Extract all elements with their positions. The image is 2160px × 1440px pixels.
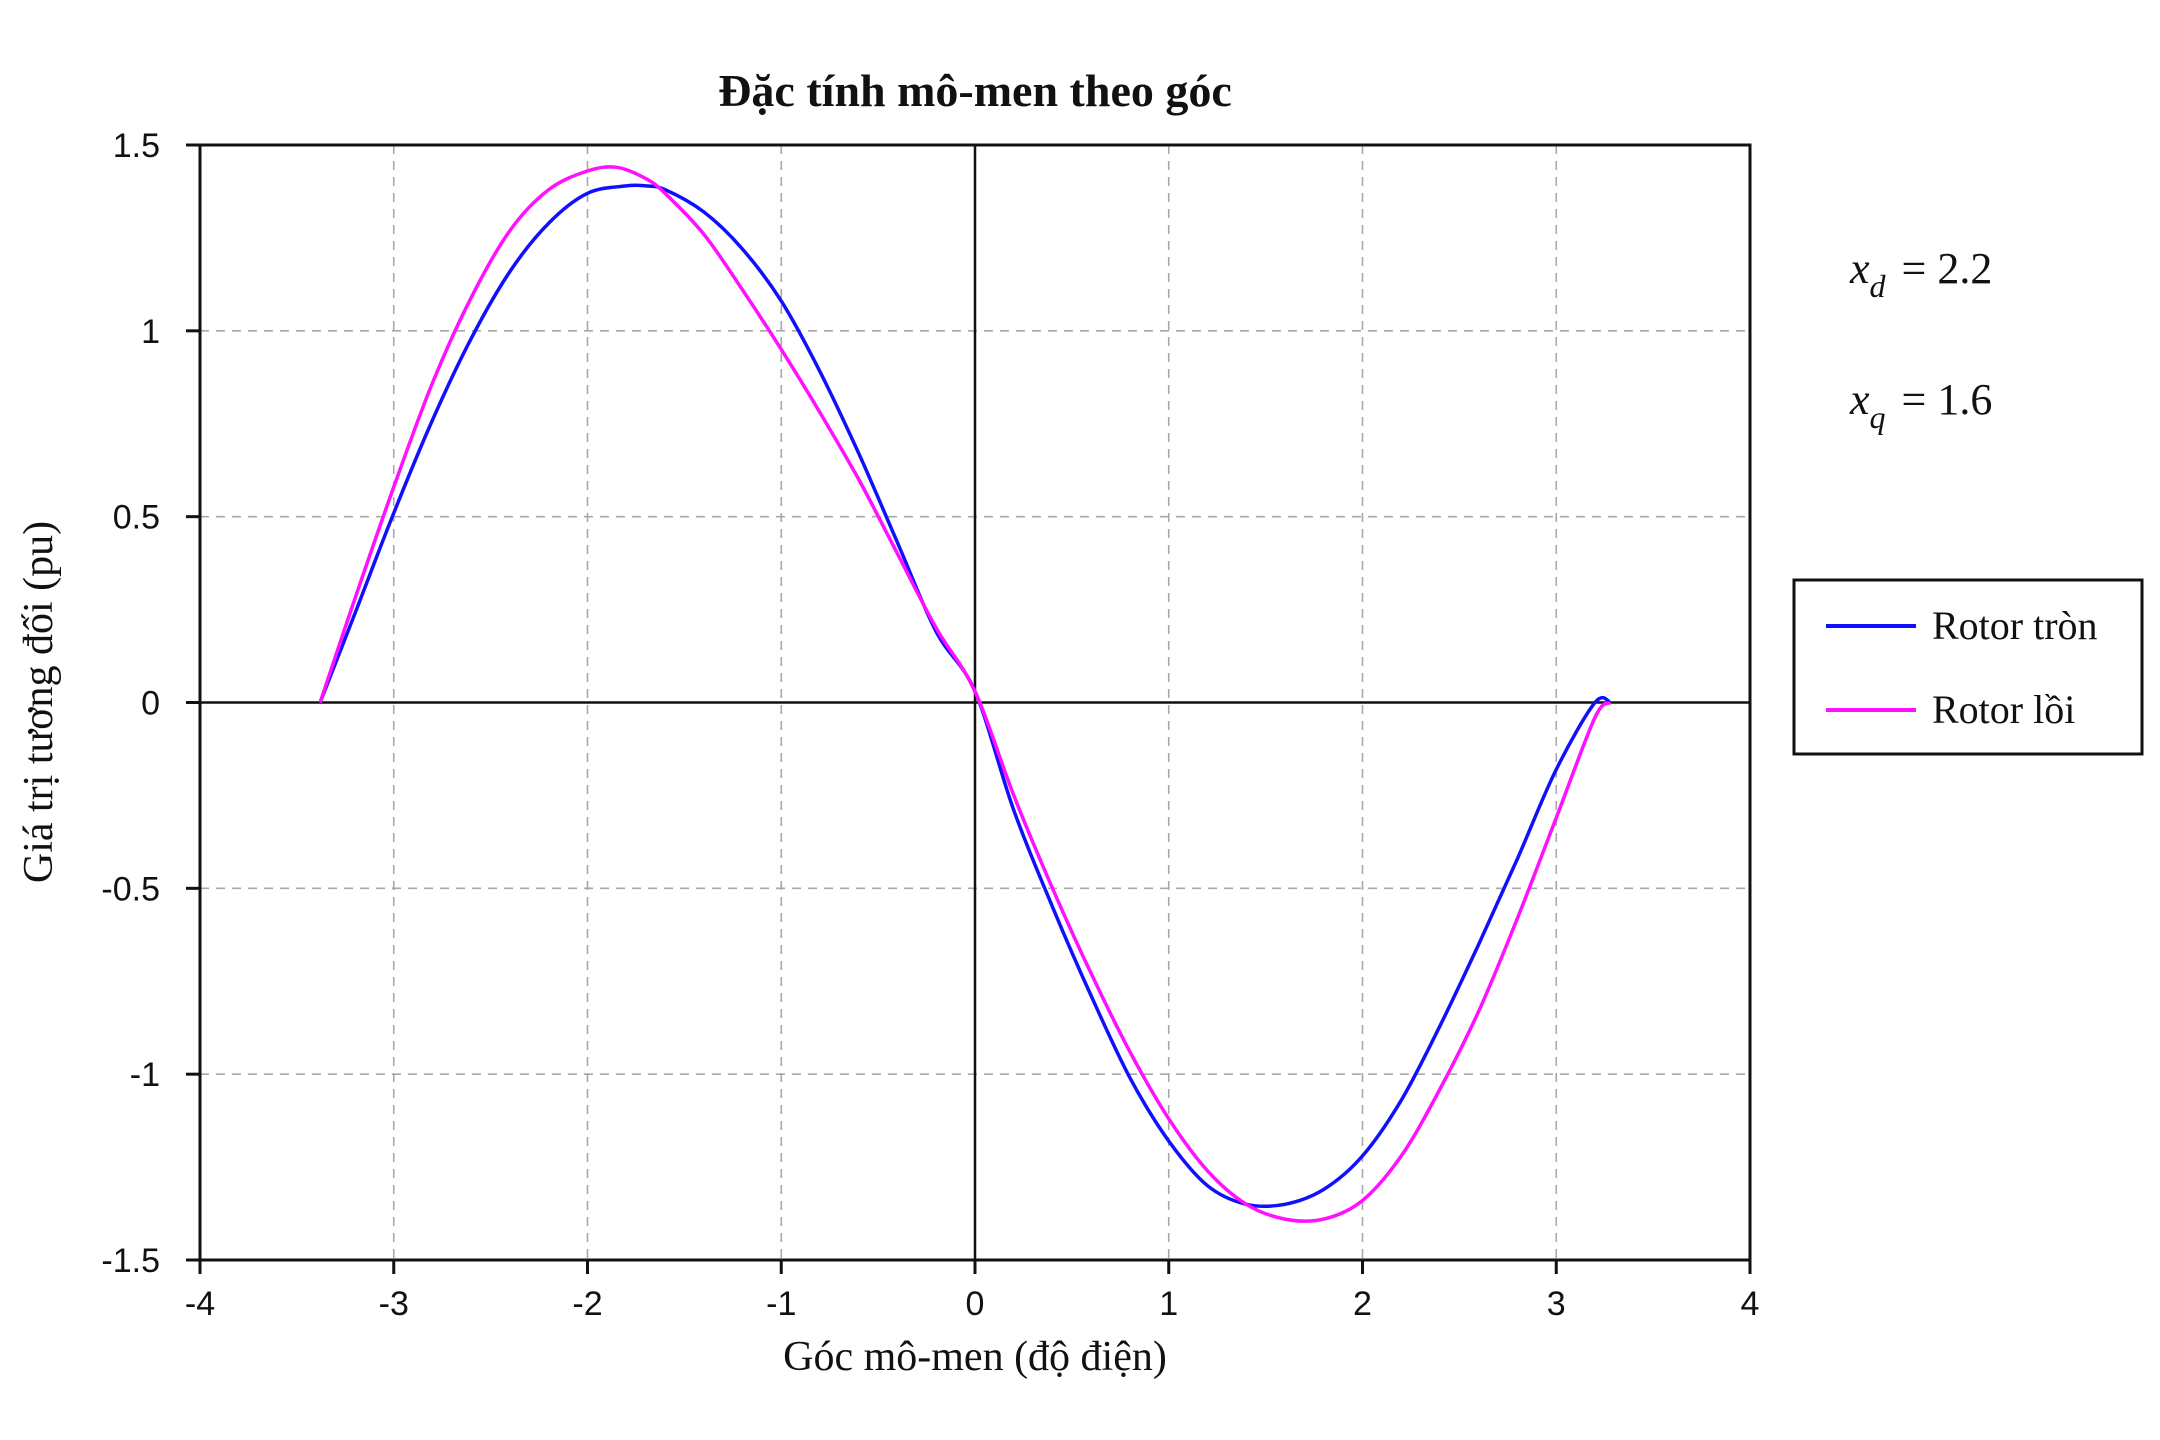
x-tick-label: 0 bbox=[966, 1285, 985, 1323]
y-tick-label: 1.5 bbox=[113, 127, 160, 165]
legend: Rotor tròn Rotor lồi bbox=[1792, 578, 2144, 756]
y-axis-label: Giá trị tương đối (pu) bbox=[16, 521, 62, 883]
x-axis-label: Góc mô-men (độ điện) bbox=[783, 1334, 1167, 1380]
parameter-label: xq = 1.6 bbox=[1849, 375, 1992, 435]
x-tick-label: -1 bbox=[766, 1285, 796, 1323]
y-tick-label: 0 bbox=[141, 685, 160, 723]
x-tick-label: -4 bbox=[185, 1285, 215, 1323]
y-tick-label: 0.5 bbox=[113, 499, 160, 537]
legend-box bbox=[1792, 578, 2144, 756]
x-tick-label: 4 bbox=[1741, 1285, 1760, 1323]
series-line bbox=[318, 183, 1612, 1209]
x-tick-label: 3 bbox=[1547, 1285, 1566, 1323]
legend-label: Rotor tròn bbox=[1932, 603, 2098, 648]
y-tick-label: -1 bbox=[130, 1056, 160, 1094]
x-tick-label: -2 bbox=[572, 1285, 602, 1323]
zero-axis-lines bbox=[200, 145, 1750, 1260]
series-lines bbox=[318, 165, 1612, 1223]
chart-title: Đặc tính mô-men theo góc bbox=[718, 65, 1232, 116]
x-tick-label: -3 bbox=[379, 1285, 409, 1323]
x-tick-label: 1 bbox=[1159, 1285, 1178, 1323]
ticks: -4 -3 -2 -1 0 1 2 3 4 -1.5 -1 -0.5 0 0.5 1 1.5 bbox=[101, 127, 1759, 1323]
y-tick-label: 1 bbox=[141, 313, 160, 351]
parameter-label: xd = 2.2 bbox=[1849, 244, 1992, 304]
legend-label: Rotor lồi bbox=[1932, 687, 2075, 732]
series-line bbox=[318, 165, 1612, 1223]
x-tick-label: 2 bbox=[1353, 1285, 1372, 1323]
y-tick-label: -0.5 bbox=[101, 870, 160, 908]
y-tick-label: -1.5 bbox=[101, 1242, 160, 1280]
parameter-annotations: xd = 2.2 xq = 1.6 bbox=[1849, 244, 1992, 435]
